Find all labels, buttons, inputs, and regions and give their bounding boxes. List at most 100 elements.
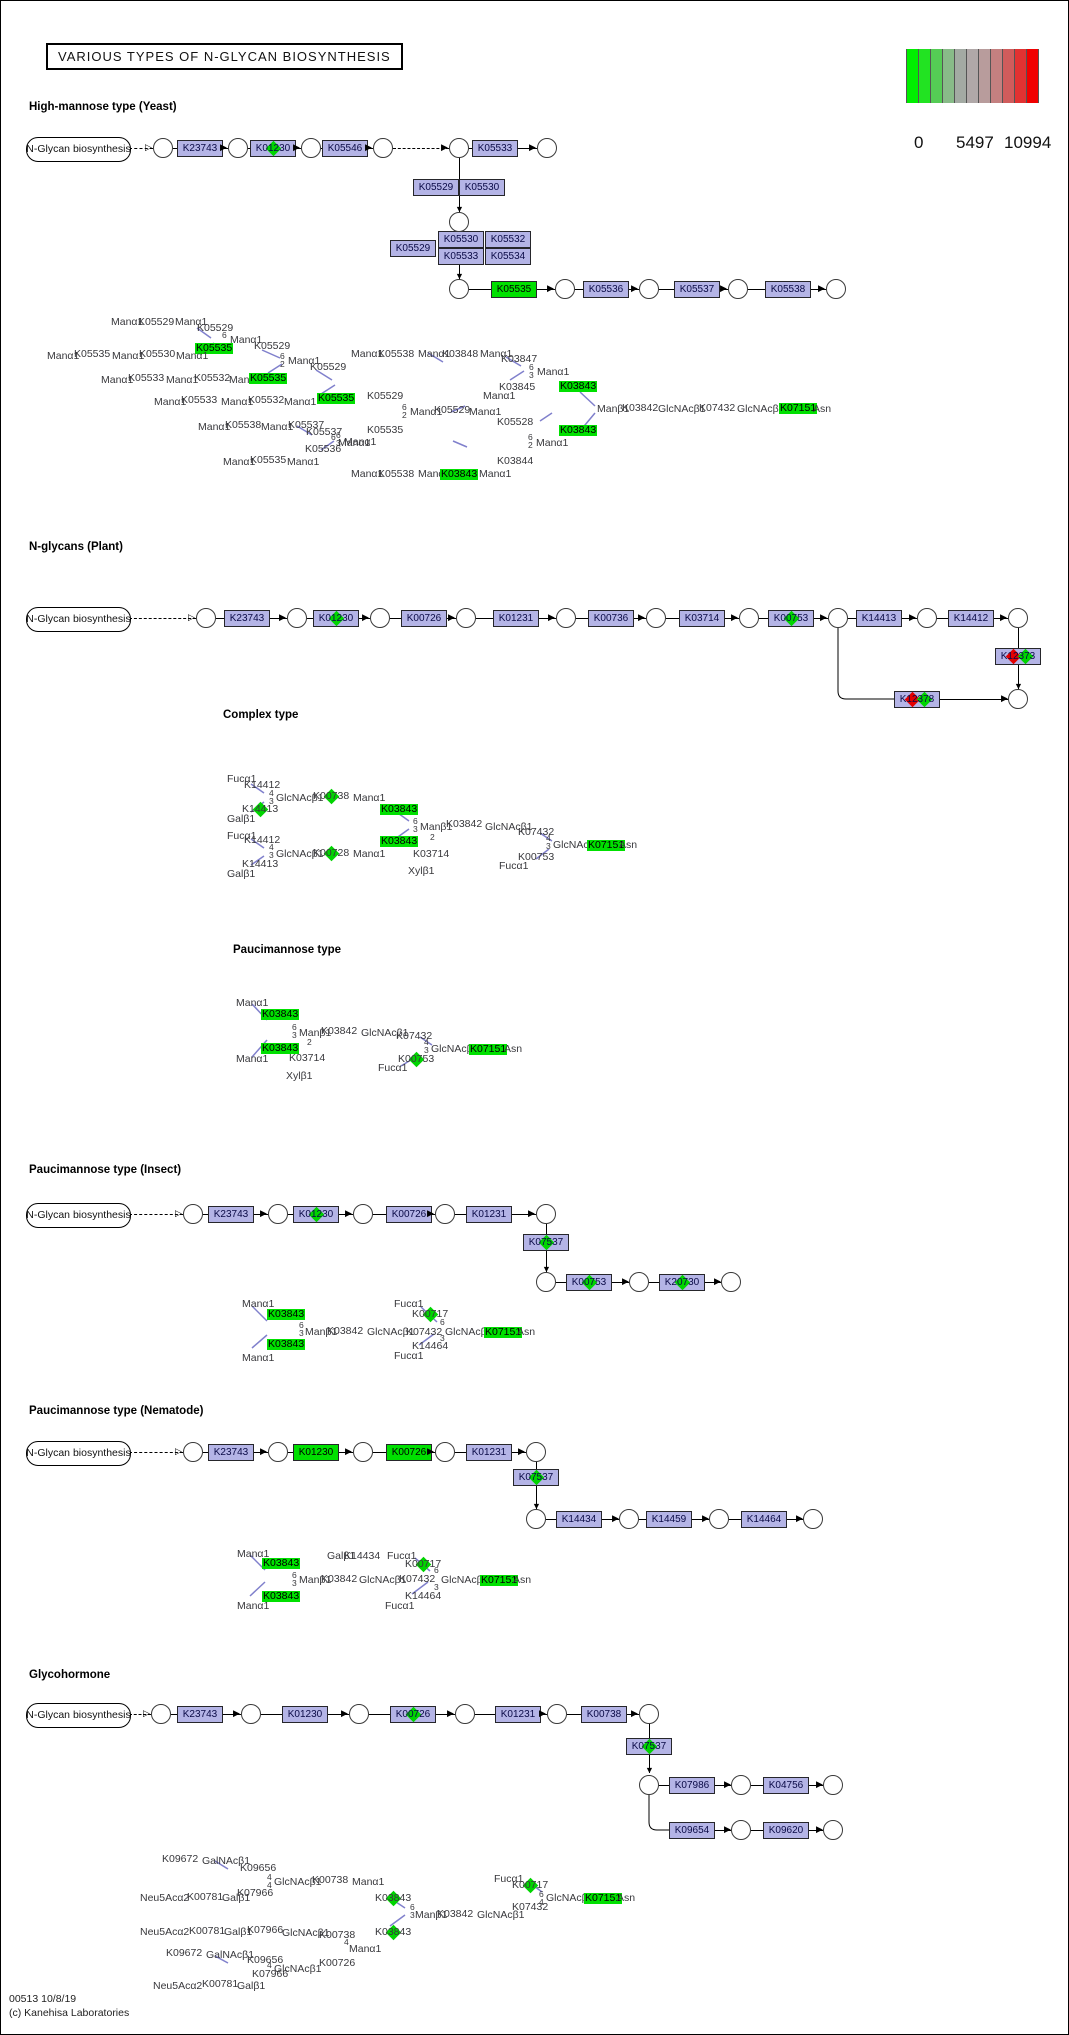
ko-label-K03843[interactable]: K03843 [380,803,419,815]
compound-circle[interactable] [537,138,557,158]
ko-label-K03843[interactable]: K03843 [440,468,479,480]
compound-circle[interactable] [228,138,248,158]
ko-label-K05529[interactable]: K05529 [254,340,291,352]
compound-circle[interactable] [536,1204,556,1224]
ko-box-K14412[interactable]: K14412 [948,609,994,627]
compound-circle[interactable] [435,1204,455,1224]
compound-circle[interactable] [268,1204,288,1224]
ko-box-K05546[interactable]: K05546 [322,139,368,157]
ko-box-K23743[interactable]: K23743 [208,1443,254,1461]
ko-label-K03843[interactable]: K03843 [375,1890,411,1907]
ko-label-K09672[interactable]: K09672 [162,1853,199,1865]
ko-label-K05535[interactable]: K05535 [250,454,287,466]
compound-circle[interactable] [828,608,848,628]
ko-label-K03843[interactable]: K03843 [261,1042,300,1054]
ko-box-K01230[interactable]: K01230 [313,609,359,627]
compound-circle[interactable] [731,1820,751,1840]
ko-box-K05533[interactable]: K05533 [438,248,484,265]
ko-label-K07966[interactable]: K07966 [252,1968,289,1980]
ko-label-K00781[interactable]: K00781 [189,1925,226,1937]
ko-label-K00717[interactable]: K00717 [512,1877,548,1894]
compound-circle[interactable] [349,1704,369,1724]
ko-label-K03845[interactable]: K03845 [499,381,536,393]
ko-box-K23743[interactable]: K23743 [177,139,223,157]
compound-circle[interactable] [721,1272,741,1292]
ko-label-K03844[interactable]: K03844 [497,455,534,467]
compound-circle[interactable] [728,279,748,299]
ko-label-K07151[interactable]: K07151 [587,839,626,851]
ko-label-K14413[interactable]: K14413 [242,858,279,870]
ko-box-K05534[interactable]: K05534 [485,248,531,265]
ko-label-K05535[interactable]: K05535 [317,392,356,404]
ko-label-K05530[interactable]: K05530 [139,348,176,360]
ko-label-K05533[interactable]: K05533 [181,394,218,406]
ko-label-K05535[interactable]: K05535 [367,424,404,436]
ko-box-K01231[interactable]: K01231 [495,1705,541,1723]
ko-box-K05536[interactable]: K05536 [583,280,629,298]
ko-box-K05533[interactable]: K05533 [472,139,518,157]
ko-label-K00738[interactable]: K00738 [312,1874,349,1886]
ko-label-K03842[interactable]: K03842 [437,1908,474,1920]
ko-label-K03843[interactable]: K03843 [262,1557,301,1569]
ko-box-K14434[interactable]: K14434 [556,1511,602,1528]
ko-label-K05537[interactable]: K05537 [306,426,343,438]
ko-box-K00726[interactable]: K00726 [390,1705,436,1723]
compound-circle[interactable] [917,608,937,628]
ko-label-K07432[interactable]: K07432 [399,1573,436,1585]
ko-label-K07151[interactable]: K07151 [484,1326,523,1338]
ko-box-K09620[interactable]: K09620 [763,1822,809,1839]
compound-circle[interactable] [449,138,469,158]
ko-box-K07537[interactable]: K07537 [626,1738,672,1755]
ko-box-K01231[interactable]: K01231 [466,1205,512,1223]
ko-label-K07151[interactable]: K07151 [469,1043,508,1055]
ko-label-K00738[interactable]: K00738 [313,788,349,805]
ko-label-K05528[interactable]: K05528 [497,416,534,428]
compound-circle[interactable] [526,1509,546,1529]
ko-label-K05537[interactable]: K05537 [288,419,325,431]
ko-label-K05529[interactable]: K05529 [138,316,175,328]
ko-label-K03842[interactable]: K03842 [321,1573,358,1585]
compound-circle[interactable] [536,1272,556,1292]
ko-label-K05538[interactable]: K05538 [225,419,262,431]
ko-label-K03848[interactable]: K03848 [442,348,479,360]
ko-label-K00738[interactable]: K00738 [319,1929,356,1941]
ko-label-K14464[interactable]: K14464 [412,1340,449,1352]
compound-circle[interactable] [1008,689,1028,709]
ko-box-K05537[interactable]: K05537 [674,280,720,298]
ko-label-K03843[interactable]: K03843 [375,1924,411,1941]
compound-circle[interactable] [370,608,390,628]
ko-box-K07537[interactable]: K07537 [513,1469,559,1486]
ko-box-K05532[interactable]: K05532 [485,231,531,248]
compound-circle[interactable] [619,1509,639,1529]
ko-box-K00736[interactable]: K00736 [588,609,634,627]
ko-label-K07966[interactable]: K07966 [237,1887,274,1899]
ko-label-K05538[interactable]: K05538 [378,348,415,360]
ko-box-K05538[interactable]: K05538 [765,280,811,298]
compound-circle[interactable] [353,1442,373,1462]
ko-label-K05535[interactable]: K05535 [74,348,111,360]
ko-box-K01230[interactable]: K01230 [250,139,296,157]
pathway-link-node[interactable]: N-Glycan biosynthesis [26,1702,131,1728]
compound-circle[interactable] [301,138,321,158]
ko-label-K03842[interactable]: K03842 [446,818,483,830]
ko-box-K01231[interactable]: K01231 [493,609,539,627]
ko-label-K05529[interactable]: K05529 [310,361,347,373]
pathway-link-node[interactable]: N-Glycan biosynthesis [26,136,131,162]
compound-circle[interactable] [826,279,846,299]
compound-circle[interactable] [547,1704,567,1724]
ko-label-K03714[interactable]: K03714 [289,1052,326,1064]
ko-box-K01230[interactable]: K01230 [293,1443,339,1461]
ko-label-K03842[interactable]: K03842 [327,1325,364,1337]
ko-label-K03714[interactable]: K03714 [413,848,450,860]
ko-label-K05532[interactable]: K05532 [248,394,285,406]
ko-label-K03843[interactable]: K03843 [267,1308,306,1320]
ko-box-K01230[interactable]: K01230 [282,1705,328,1723]
compound-circle[interactable] [449,279,469,299]
ko-label-K03843[interactable]: K03843 [380,835,419,847]
ko-label-K00728[interactable]: K00728 [313,845,349,862]
ko-box-K07986[interactable]: K07986 [669,1777,715,1794]
compound-circle[interactable] [739,608,759,628]
ko-label-K05535[interactable]: K05535 [249,372,288,384]
compound-circle[interactable] [639,279,659,299]
ko-label-K03843[interactable]: K03843 [559,424,598,436]
